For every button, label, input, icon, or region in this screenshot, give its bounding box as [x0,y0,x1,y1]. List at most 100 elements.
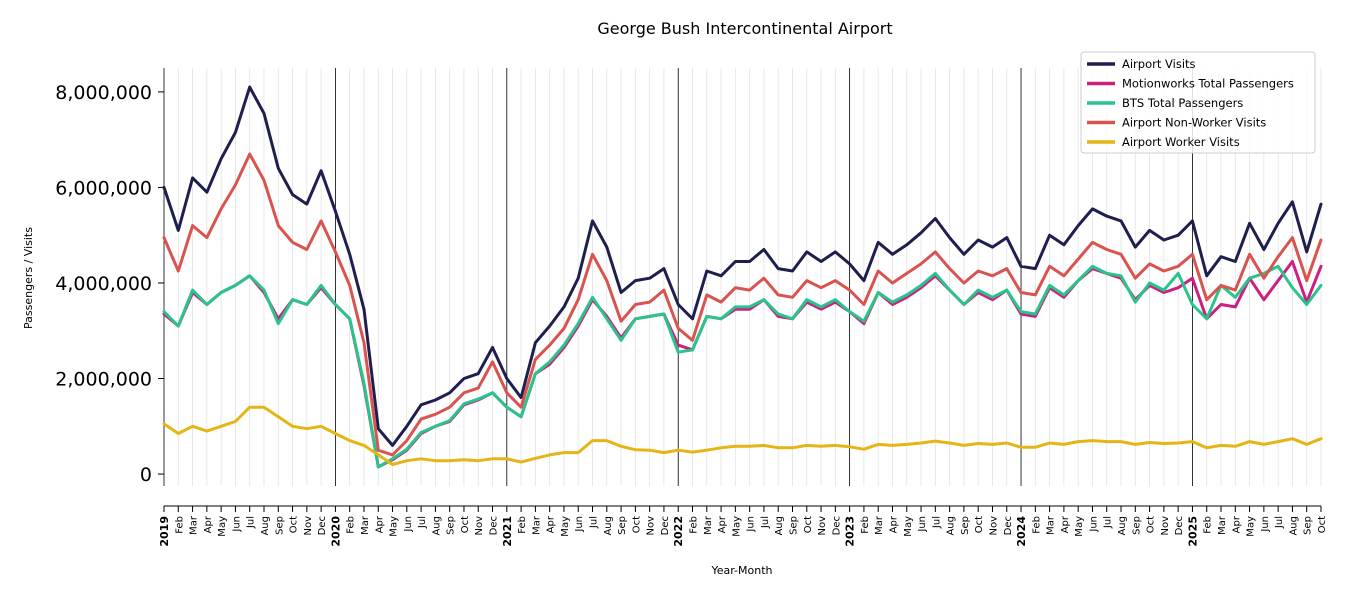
legend-label: BTS Total Passengers [1122,96,1243,110]
x-tick-label-month: May [389,516,400,537]
x-tick-label-month: Oct [974,516,985,533]
x-tick-label-month: Mar [1217,515,1228,535]
x-tick-label-month: Aug [260,516,271,536]
x-tick-label-month: Feb [346,516,357,534]
x-tick-label-month: Oct [631,516,642,533]
series-line-bts-total-passengers [162,264,1323,469]
legend: Airport Visits Motionworks Total Passenge… [1080,51,1316,154]
x-tick-label-month: Nov [474,516,485,536]
x-tick-label-month: Oct [460,516,471,533]
legend-label: Airport Non-Worker Visits [1122,116,1266,130]
x-tick-label-month: Feb [517,516,528,534]
x-tick-label-month: Dec [317,516,328,535]
x-tick-label-month: Dec [660,516,671,535]
x-tick-label-month: Apr [374,515,385,533]
x-tick-label-month: Jun [1260,516,1271,533]
x-tick-label-month: Feb [1203,516,1214,534]
x-tick-label-month: Dec [489,516,500,535]
x-tick-label-month: Aug [1288,516,1299,536]
x-tick-label-month: Jul [760,516,771,529]
x-tick-label-month: Sep [1131,516,1142,535]
x-tick-label-month: Dec [1003,516,1014,535]
x-tick-label-month: Sep [960,516,971,535]
x-tick-label-month: Aug [1117,516,1128,536]
x-tick-label-month: Jun [231,516,242,533]
x-tick-label-month: Jul [1274,516,1285,529]
x-tick-label-month: Apr [203,515,214,533]
legend-label: Airport Worker Visits [1122,135,1240,149]
x-tick-label-year: 2020 [329,516,342,547]
y-axis-title: Passengers / Visits [22,227,35,329]
x-tick-label-month: Feb [689,516,700,534]
y-tick-label: 2,000,000 [55,369,152,391]
x-tick-label-month: Sep [446,516,457,535]
x-tick-label-month: Jul [417,516,428,529]
x-tick-label-month: May [1246,516,1257,537]
x-tick-label-month: Jul [1103,516,1114,529]
x-tick-label-month: Dec [831,516,842,535]
x-tick-label-year: 2025 [1186,516,1199,547]
x-tick-label-month: Jun [917,516,928,533]
x-tick-label-month: Oct [1317,516,1328,533]
x-tick-label-year: 2021 [501,516,514,547]
series-line-airport-non-worker-visits [162,152,1323,457]
y-tick-label: 6,000,000 [55,177,152,199]
x-tick-label-month: Nov [817,516,828,536]
x-tick-label-month: Aug [431,516,442,536]
x-tick-label-month: Mar [360,515,371,535]
x-tick-label-month: May [1074,516,1085,537]
x-tick-label-month: Jul [589,516,600,529]
x-tick-label-month: Sep [274,516,285,535]
x-tick-label-month: Oct [803,516,814,533]
series-line-airport-visits [162,85,1323,447]
x-tick-label-month: May [217,516,228,537]
x-tick-label-month: Apr [546,515,557,533]
x-tick-label-month: Nov [646,516,657,536]
series-line-airport-worker-visits [162,405,1323,466]
x-tick-label-month: Jun [1088,516,1099,533]
grid-lines [163,68,1322,486]
x-tick-label-month: Feb [174,516,185,534]
x-tick-label-month: Sep [617,516,628,535]
x-tick-label-month: Jul [246,516,257,529]
x-tick-label-year: 2024 [1015,516,1028,547]
x-tick-label-month: Sep [1303,516,1314,535]
x-tick-label-month: Oct [289,516,300,533]
x-tick-label-month: Sep [788,516,799,535]
x-tick-label-month: Aug [946,516,957,536]
x-tick-label-month: Oct [1146,516,1157,533]
x-tick-label-year: 2019 [158,516,171,547]
x-tick-label-month: Mar [189,515,200,535]
legend-label: Motionworks Total Passengers [1122,77,1294,91]
x-tick-label-year: 2023 [844,516,857,547]
x-tick-label-month: Nov [1160,516,1171,536]
x-tick-label-month: May [731,516,742,537]
chart-title: George Bush Intercontinental Airport [597,19,892,38]
x-tick-label-month: May [903,516,914,537]
x-tick-label-month: Aug [603,516,614,536]
x-tick-label-month: Aug [774,516,785,536]
series-lines [162,85,1323,469]
axes: 0 2,000,000 4,000,000 6,000,000 8,000,000 201… [55,82,1328,547]
x-tick-label-month: Apr [717,515,728,533]
x-tick-label-month: Mar [1046,515,1057,535]
x-tick-label-month: Apr [1060,515,1071,533]
y-tick-label: 4,000,000 [55,273,152,295]
x-tick-label-month: Jun [403,516,414,533]
x-tick-label-month: Apr [1231,515,1242,533]
y-tick-label: 0 [140,464,152,486]
legend-frame [1080,51,1316,154]
y-tick-label: 8,000,000 [55,82,152,104]
x-tick-label-month: Mar [703,515,714,535]
x-tick-label-month: Jun [574,516,585,533]
x-tick-label-month: Apr [888,515,899,533]
x-tick-label-month: Nov [303,516,314,536]
x-tick-label-month: Jul [931,516,942,529]
x-tick-label-month: Feb [860,516,871,534]
x-tick-label-month: Feb [1031,516,1042,534]
x-tick-label-month: Jun [746,516,757,533]
x-tick-label-month: May [560,516,571,537]
x-tick-label-year: 2022 [672,516,685,547]
